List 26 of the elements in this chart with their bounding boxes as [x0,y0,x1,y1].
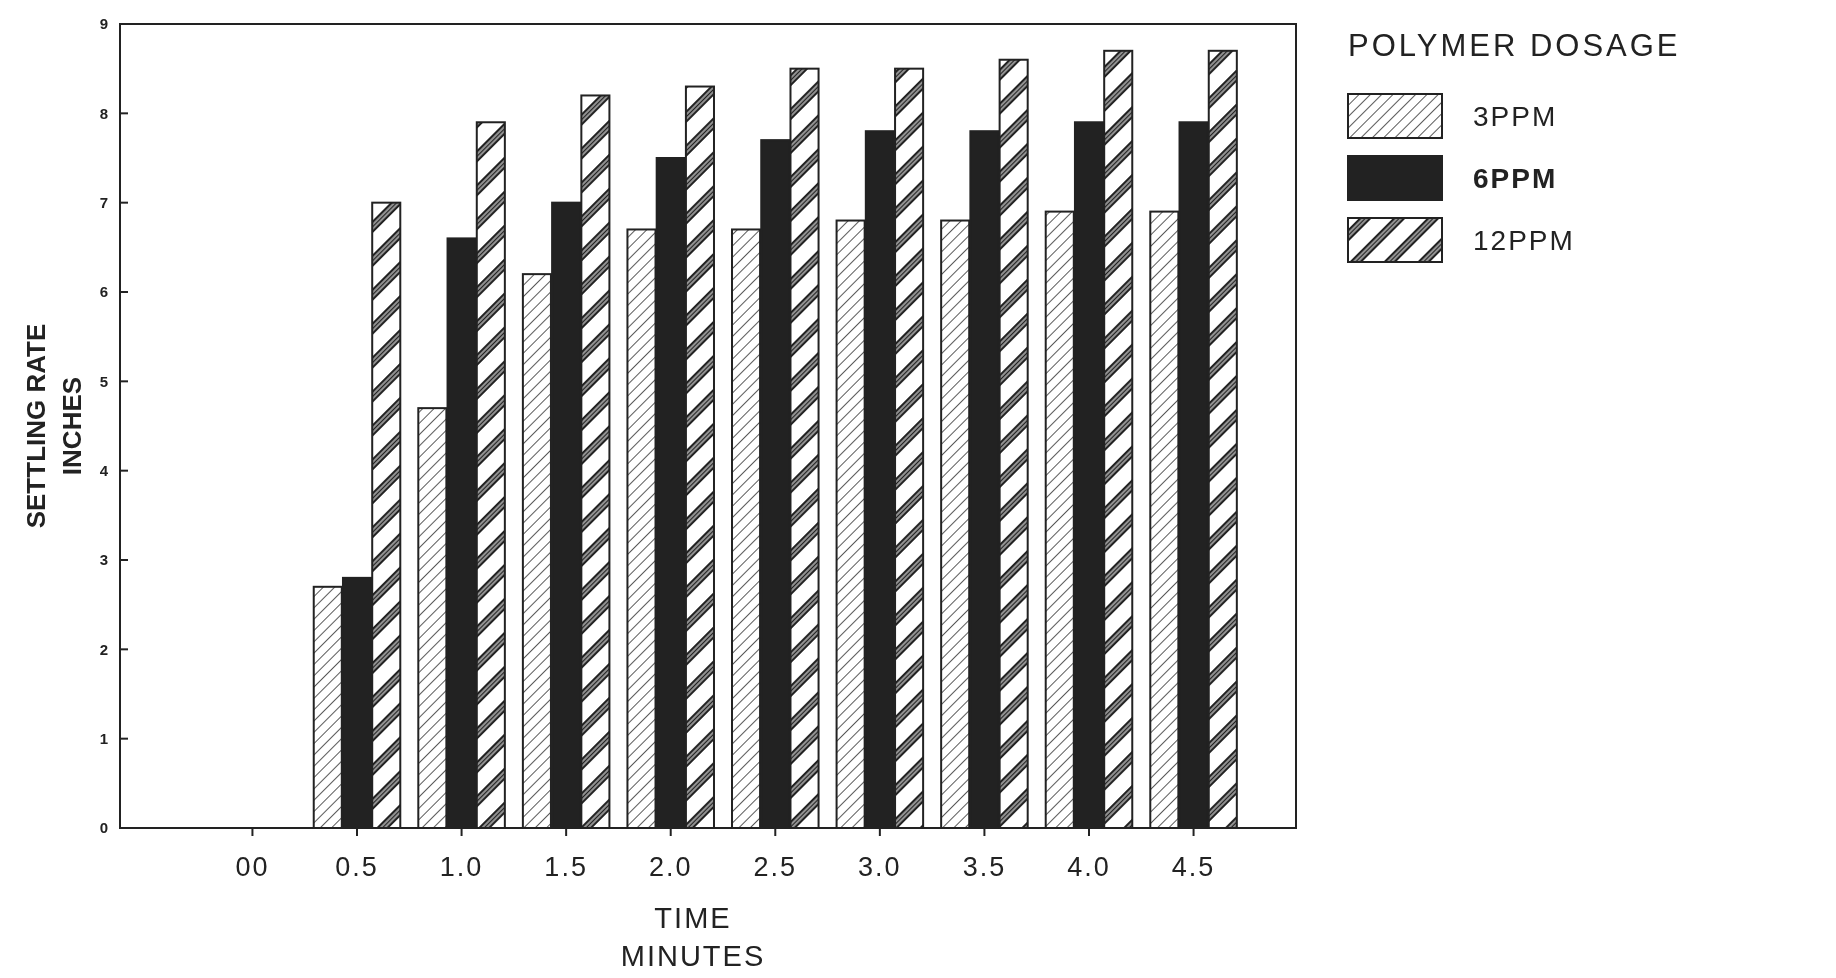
legend-label: 3PPM [1473,100,1558,132]
y-tick-label: 4 [99,461,109,479]
x-tick-label: 4.5 [1171,852,1216,882]
x-tick-label: 2.0 [648,852,693,882]
y-tick-label: 6 [99,283,108,301]
x-axis-title: TIME MINUTES [620,902,766,972]
y-tick-label: 2 [99,640,108,658]
x-tick-label: 0.5 [335,852,379,882]
legend-label: 12PPM [1473,224,1575,256]
x-tick-label: 00 [235,852,270,882]
x-tick-label: 1.5 [544,852,588,882]
y-tick-label: 3 [99,551,108,569]
x-tick-label: 4.0 [1067,852,1111,882]
x-tick-label: 1.0 [439,852,484,882]
x-tick-label: 3.0 [858,852,902,882]
y-tick-label: 9 [99,15,108,33]
y-axis-title: SETTLING RATE INCHES [21,323,87,529]
y-tick-label: 1 [99,729,108,747]
y-tick-label: 5 [99,372,108,390]
legend-label: 6PPM [1473,162,1558,194]
y-tick-label: 0 [99,819,108,837]
legend-title: POLYMER DOSAGE [1348,28,1681,63]
x-tick-label: 3.5 [962,852,1007,882]
y-tick-label: 7 [99,193,108,211]
y-tick-label: 8 [99,104,108,122]
x-tick-label: 2.5 [753,852,798,882]
